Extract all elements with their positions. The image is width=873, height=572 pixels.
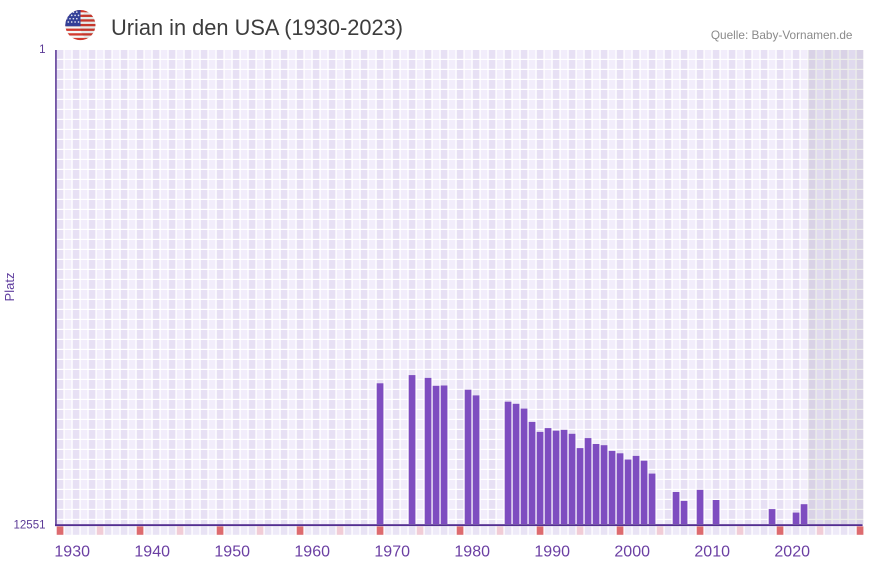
svg-text:1930: 1930: [54, 544, 90, 561]
svg-text:Urian in den USA (1930-2023): Urian in den USA (1930-2023): [111, 15, 403, 40]
svg-text:12551: 12551: [14, 520, 46, 532]
svg-text:1: 1: [39, 44, 45, 56]
svg-text:2010: 2010: [694, 544, 730, 561]
svg-text:2000: 2000: [614, 544, 650, 561]
svg-text:1970: 1970: [374, 544, 410, 561]
svg-text:1950: 1950: [214, 544, 250, 561]
svg-text:2020: 2020: [774, 544, 810, 561]
svg-text:1960: 1960: [294, 544, 330, 561]
svg-text:1980: 1980: [454, 544, 490, 561]
svg-text:1990: 1990: [534, 544, 570, 561]
svg-text:1940: 1940: [134, 544, 170, 561]
svg-text:Quelle: Baby-Vornamen.de: Quelle: Baby-Vornamen.de: [711, 28, 853, 42]
svg-text:Platz: Platz: [2, 273, 17, 302]
